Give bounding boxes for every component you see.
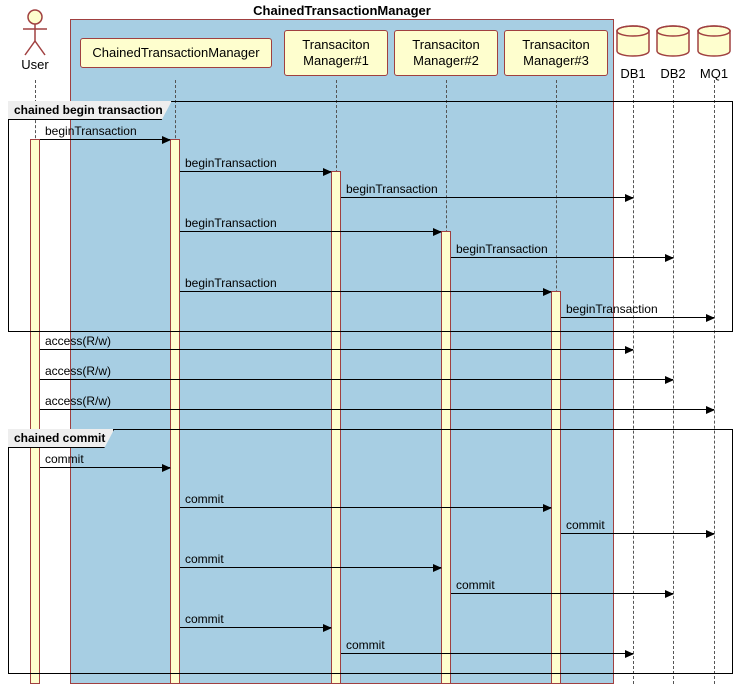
message-label: commit	[45, 452, 84, 466]
arrow	[40, 409, 714, 410]
message-label: beginTransaction	[185, 156, 277, 170]
arrow	[561, 317, 714, 318]
arrow	[40, 379, 673, 380]
message-label: beginTransaction	[346, 182, 438, 196]
arrow	[180, 231, 441, 232]
message-label: beginTransaction	[566, 302, 658, 316]
arrow	[180, 171, 331, 172]
message-label: commit	[185, 552, 224, 566]
arrow	[451, 257, 673, 258]
arrow	[180, 627, 331, 628]
arrow	[180, 507, 551, 508]
message-label: beginTransaction	[45, 124, 137, 138]
message-label: commit	[185, 612, 224, 626]
message-label: commit	[456, 578, 495, 592]
participant-tm3: TransacitonManager#3	[504, 30, 608, 76]
message-label: beginTransaction	[456, 242, 548, 256]
participant-ctm: ChainedTransactionManager	[80, 38, 272, 68]
container-title: ChainedTransactionManager	[70, 3, 614, 18]
message-label: access(R/w)	[45, 334, 111, 348]
message-label: access(R/w)	[45, 364, 111, 378]
arrow	[40, 467, 170, 468]
database-db2: DB2	[655, 25, 691, 81]
activation	[30, 139, 40, 684]
arrow	[180, 567, 441, 568]
arrow	[180, 291, 551, 292]
participant-tm2: TransacitonManager#2	[394, 30, 498, 76]
activation	[441, 231, 451, 684]
arrow	[561, 533, 714, 534]
sequence-diagram: ChainedTransactionManager User ChainedTra…	[0, 0, 741, 684]
message-label: commit	[185, 492, 224, 506]
message-label: commit	[566, 518, 605, 532]
arrow	[451, 593, 673, 594]
arrow	[341, 653, 633, 654]
container-box	[70, 19, 614, 684]
lifeline	[714, 80, 715, 684]
message-label: beginTransaction	[185, 276, 277, 290]
arrow	[40, 139, 170, 140]
participant-tm1: TransacitonManager#1	[284, 30, 388, 76]
database-db1: DB1	[615, 25, 651, 81]
message-label: commit	[346, 638, 385, 652]
arrow	[341, 197, 633, 198]
database-mq1: MQ1	[696, 25, 732, 81]
message-label: beginTransaction	[185, 216, 277, 230]
message-label: access(R/w)	[45, 394, 111, 408]
activation	[331, 171, 341, 684]
user-actor: User	[14, 9, 56, 72]
activation	[170, 139, 180, 684]
arrow	[40, 349, 633, 350]
